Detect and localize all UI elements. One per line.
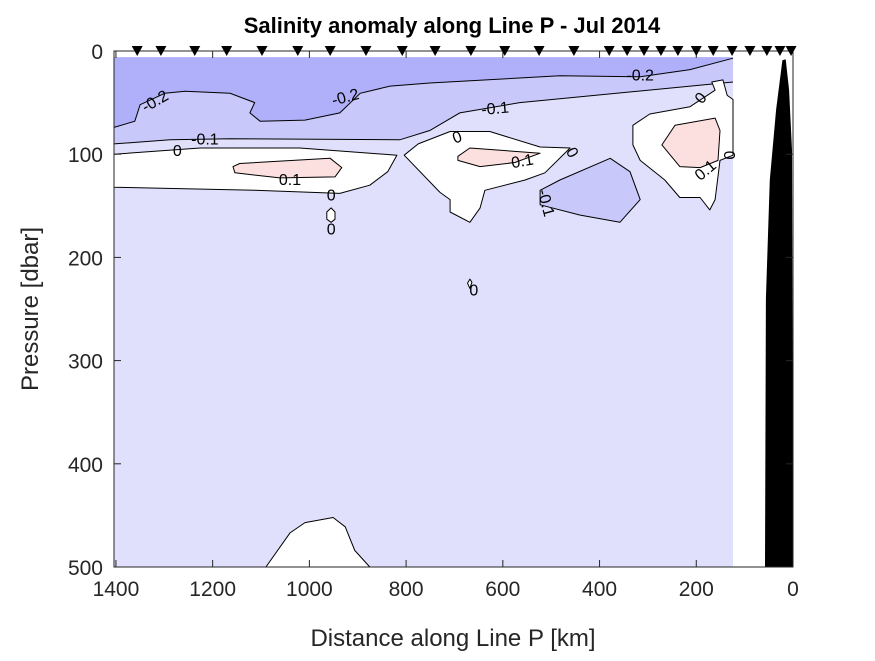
station-marker — [638, 46, 650, 56]
station-marker — [785, 46, 797, 56]
station-marker — [690, 46, 702, 56]
lt_m02-band-contour-line — [113, 57, 734, 128]
contour-label: 0 — [720, 151, 737, 160]
station-marker — [761, 46, 773, 56]
y-axis-label: Pressure [dbar] — [17, 227, 44, 391]
axes: 1400 1200 1000 800 600 400 200 0 0 100 200 300 400 50… — [68, 41, 799, 601]
y-tick-label: 500 — [68, 557, 103, 580]
contour-label: -0.1 — [481, 100, 510, 119]
x-tick-label: 400 — [582, 578, 617, 601]
zero-patch-670km — [467, 278, 473, 289]
y-tick-label: 100 — [68, 144, 103, 167]
chart-title: Salinity anomaly along Line P - Jul 2014 — [244, 13, 661, 38]
positive-core-east — [661, 117, 721, 169]
station-marker — [324, 46, 336, 56]
lt_m02-band — [114, 57, 733, 128]
x-tick-label: 200 — [679, 578, 714, 601]
station-marker — [256, 46, 268, 56]
x-tick-label: 600 — [485, 578, 520, 601]
y-tick-label: 400 — [68, 454, 103, 477]
station-marker — [429, 46, 441, 56]
station-marker — [672, 46, 684, 56]
m02_m01-band-contour-line — [113, 81, 734, 145]
x-tick-label: 800 — [389, 578, 424, 601]
y-tick-label: 300 — [68, 351, 103, 374]
contour-label: 0 — [173, 143, 182, 160]
station-marker — [744, 46, 756, 56]
zero-patch-1000km — [326, 207, 336, 223]
axes-box — [113, 50, 794, 568]
negative-core-east — [539, 157, 641, 223]
station-marker — [131, 46, 143, 56]
contour-label: 0.1 — [279, 172, 301, 189]
station-marker — [707, 46, 719, 56]
station-marker — [533, 46, 545, 56]
station-marker — [603, 46, 615, 56]
x-tick-label: 1400 — [93, 578, 140, 601]
station-marker — [568, 46, 580, 56]
contour-label: -0.1 — [534, 188, 558, 219]
station-marker — [499, 46, 511, 56]
station-marker — [655, 46, 667, 56]
station-marker — [221, 46, 233, 56]
contour-label: -0.2 — [330, 86, 361, 110]
positive-core-west — [232, 157, 343, 179]
station-marker — [726, 46, 738, 56]
station-marker — [189, 46, 201, 56]
contour-label: 0 — [469, 282, 478, 299]
contour-label: 0.1 — [510, 152, 535, 173]
station-marker — [155, 46, 167, 56]
x-axis-label: Distance along Line P [km] — [310, 625, 595, 652]
positive-core-central — [457, 147, 541, 168]
contour-label: -0.1 — [191, 132, 219, 149]
contour-label: 0 — [327, 222, 336, 239]
station-marker — [396, 46, 408, 56]
contour-label: -0.2 — [626, 68, 654, 85]
y-tick-label: 0 — [91, 41, 103, 64]
station-marker — [465, 46, 477, 56]
station-marker — [774, 46, 786, 56]
station-marker — [621, 46, 633, 56]
bathymetry-shape — [765, 59, 793, 568]
x-tick-label: 1000 — [286, 578, 333, 601]
zero-region-deep — [265, 517, 371, 568]
contour-label: 0 — [327, 187, 336, 204]
x-tick-label: 0 — [787, 578, 799, 601]
y-tick-label: 200 — [68, 247, 103, 270]
station-marker — [292, 46, 304, 56]
station-marker — [360, 46, 372, 56]
x-tick-label: 1200 — [189, 578, 236, 601]
